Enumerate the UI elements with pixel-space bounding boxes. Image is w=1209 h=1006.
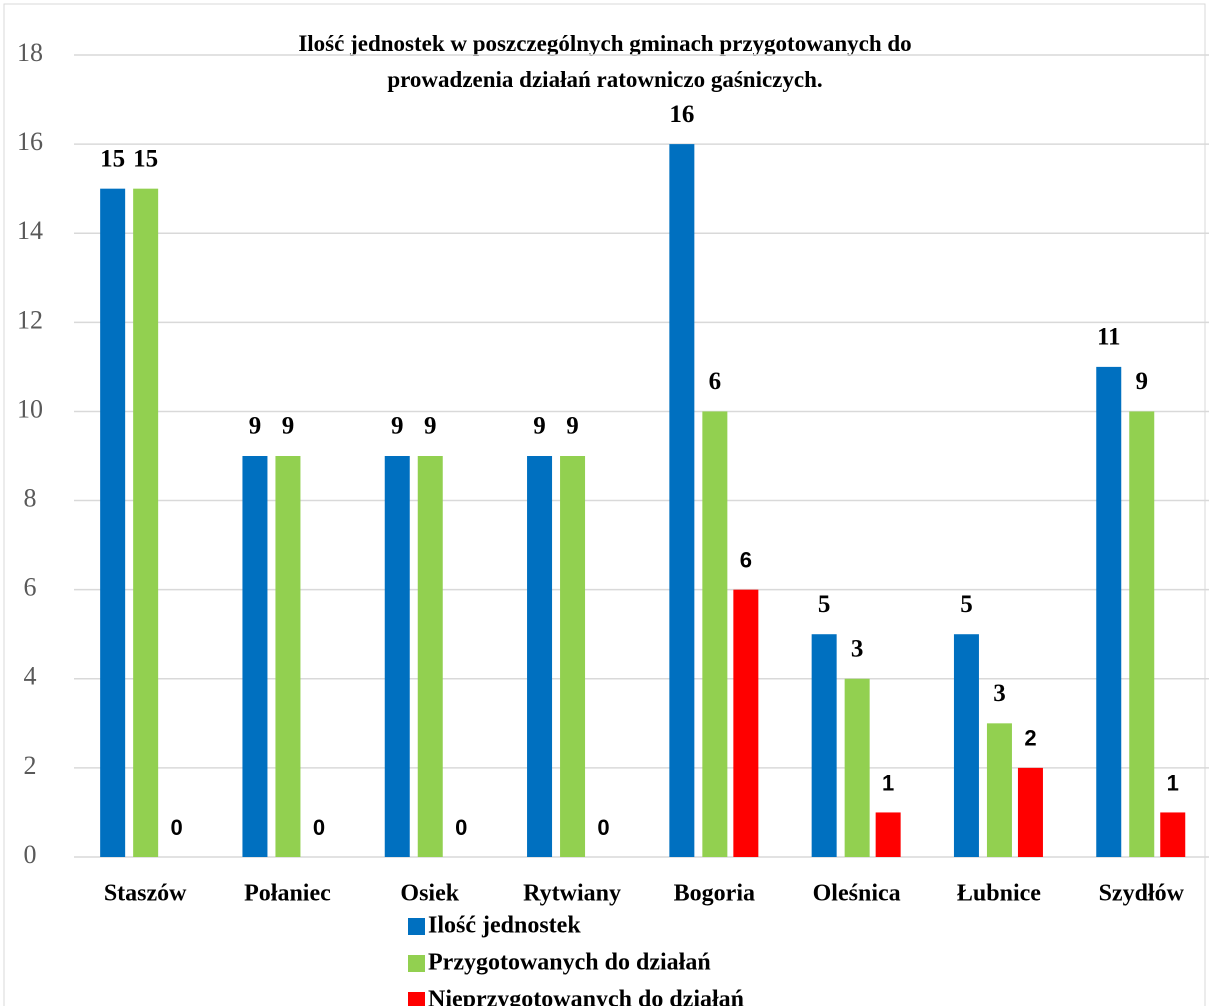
x-tick-label: Rytwiany (523, 881, 621, 907)
legend-label: Przygotowanych do działań (428, 950, 711, 976)
data-label: 0 (597, 815, 609, 840)
data-label: 6 (740, 547, 752, 572)
chart-title: Ilość jednostek w poszczególnych gminach… (298, 31, 911, 92)
data-label: 3 (993, 680, 1006, 707)
y-tick-label: 2 (24, 751, 37, 780)
y-tick-label: 16 (17, 127, 43, 156)
bar (1160, 812, 1186, 857)
data-label: 15 (100, 145, 125, 172)
bar (417, 456, 443, 857)
y-tick-label: 18 (17, 38, 43, 67)
bar (133, 188, 159, 857)
y-tick-label: 6 (24, 573, 37, 602)
data-label: 9 (566, 413, 579, 440)
data-label: 9 (249, 413, 262, 440)
x-tick-label: Staszów (104, 881, 187, 907)
data-label: 3 (851, 636, 864, 663)
bar (811, 634, 837, 857)
bar (242, 456, 268, 857)
x-tick-label: Osiek (400, 881, 459, 907)
data-label: 9 (424, 413, 437, 440)
x-tick-label: Bogoria (674, 881, 755, 907)
legend-swatch (408, 955, 425, 972)
bar (733, 589, 759, 857)
bar (1017, 767, 1043, 857)
legend-label: Nieprzygotowanych do działań (428, 987, 744, 1006)
x-tick-label: Łubnice (957, 881, 1041, 907)
data-label: 6 (709, 368, 722, 395)
y-tick-label: 10 (17, 394, 43, 423)
data-label: 1 (882, 770, 894, 795)
x-tick-label: Szydłów (1099, 881, 1185, 907)
data-label: 1 (1167, 770, 1179, 795)
data-label: 5 (960, 591, 973, 618)
bar (527, 456, 553, 857)
bar (844, 678, 870, 857)
data-label: 11 (1097, 324, 1121, 351)
data-label: 9 (282, 413, 295, 440)
bar (100, 188, 126, 857)
y-tick-label: 4 (24, 662, 37, 691)
data-label: 9 (391, 413, 404, 440)
data-label: 0 (171, 815, 183, 840)
bar (669, 144, 695, 858)
bar (1096, 366, 1122, 857)
chart-border (3, 3, 1206, 1006)
bar (702, 411, 728, 857)
x-tick-label: Oleśnica (813, 881, 901, 907)
bar (875, 812, 901, 857)
data-label: 2 (1024, 726, 1036, 751)
y-tick-label: 12 (17, 305, 43, 334)
bar (986, 723, 1012, 857)
bar (953, 634, 979, 857)
data-label: 9 (533, 413, 546, 440)
data-label: 0 (455, 815, 467, 840)
data-label: 9 (1136, 368, 1149, 395)
bar (384, 456, 410, 857)
y-tick-label: 14 (17, 216, 43, 245)
legend-swatch (408, 918, 425, 935)
x-tick-label: Połaniec (244, 881, 331, 907)
data-label: 16 (669, 101, 694, 128)
data-label: 0 (313, 815, 325, 840)
data-label: 5 (818, 591, 831, 618)
legend-swatch (408, 992, 425, 1006)
data-label: 15 (133, 145, 158, 172)
y-tick-label: 8 (24, 484, 37, 513)
bar (560, 456, 586, 857)
y-tick-label: 0 (24, 840, 37, 869)
bar (1129, 411, 1155, 857)
legend-label: Ilość jednostek (428, 913, 581, 939)
bar (275, 456, 301, 857)
